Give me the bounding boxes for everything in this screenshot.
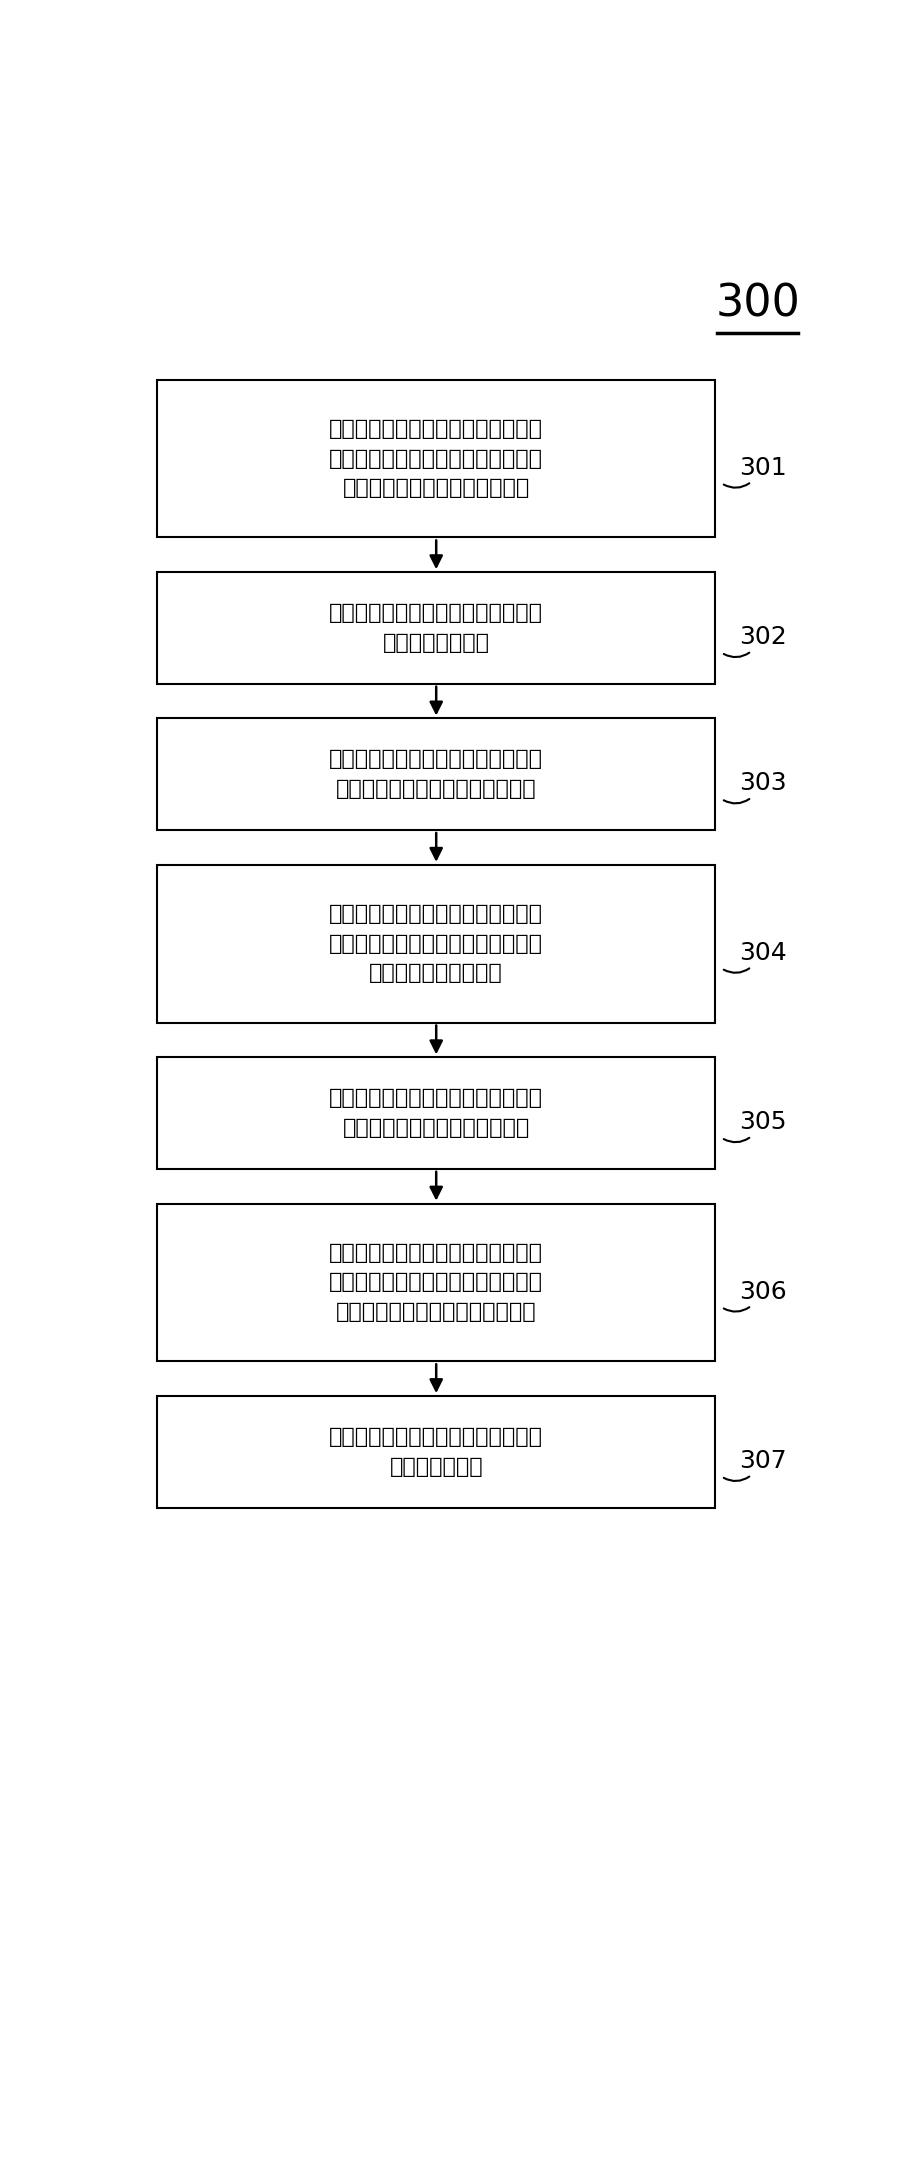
Text: 对点云数据进行分割与跟踪，获得点
云分割与跟踪结果: 对点云数据进行分割与跟踪，获得点 云分割与跟踪结果 (329, 603, 543, 653)
Text: 302: 302 (739, 624, 787, 648)
Text: 对传感器数据中的特征物进行识别与
跟踪，得到特征物识别与跟踪结果: 对传感器数据中的特征物进行识别与 跟踪，得到特征物识别与跟踪结果 (329, 749, 543, 799)
Text: 301: 301 (739, 456, 787, 480)
Bar (158, 1057, 715, 1168)
Bar (158, 1203, 715, 1362)
Text: 响应于用户对置信度大于置信度阙值
的点云分割与跟踪结果的校验操作，
获取校验后的点云分割与跟踪结果: 响应于用户对置信度大于置信度阙值 的点云分割与跟踪结果的校验操作， 获取校验后的… (329, 1242, 543, 1323)
Text: 使用激光雷达以及不同于激光雷达的
传感器对同一场景进行数据采集，分
别得到点云数据以及传感器数据: 使用激光雷达以及不同于激光雷达的 传感器对同一场景进行数据采集，分 别得到点云数… (329, 419, 543, 498)
Bar (158, 864, 715, 1022)
Text: 303: 303 (739, 771, 787, 795)
Text: 307: 307 (739, 1450, 787, 1474)
Text: 将校验后的点云分割与跟踪结果确定
为点云标注结果: 将校验后的点云分割与跟踪结果确定 为点云标注结果 (329, 1428, 543, 1476)
Bar (158, 718, 715, 830)
Text: 304: 304 (739, 941, 787, 965)
Text: 306: 306 (739, 1279, 787, 1303)
Text: 300: 300 (715, 282, 801, 325)
Bar (158, 380, 715, 537)
Bar (158, 1395, 715, 1508)
Text: 305: 305 (739, 1111, 787, 1135)
Bar (158, 572, 715, 683)
Text: 获取置信度大于置信度阙值的点云分
割与跟踪结果以供用户进行校验: 获取置信度大于置信度阙值的点云分 割与跟踪结果以供用户进行校验 (329, 1089, 543, 1137)
Text: 使用特征物识别与跟踪结果对点云分
割与跟踪结果进行校正，获得点云分
割与跟踪结果的置信度: 使用特征物识别与跟踪结果对点云分 割与跟踪结果进行校正，获得点云分 割与跟踪结果… (329, 904, 543, 982)
